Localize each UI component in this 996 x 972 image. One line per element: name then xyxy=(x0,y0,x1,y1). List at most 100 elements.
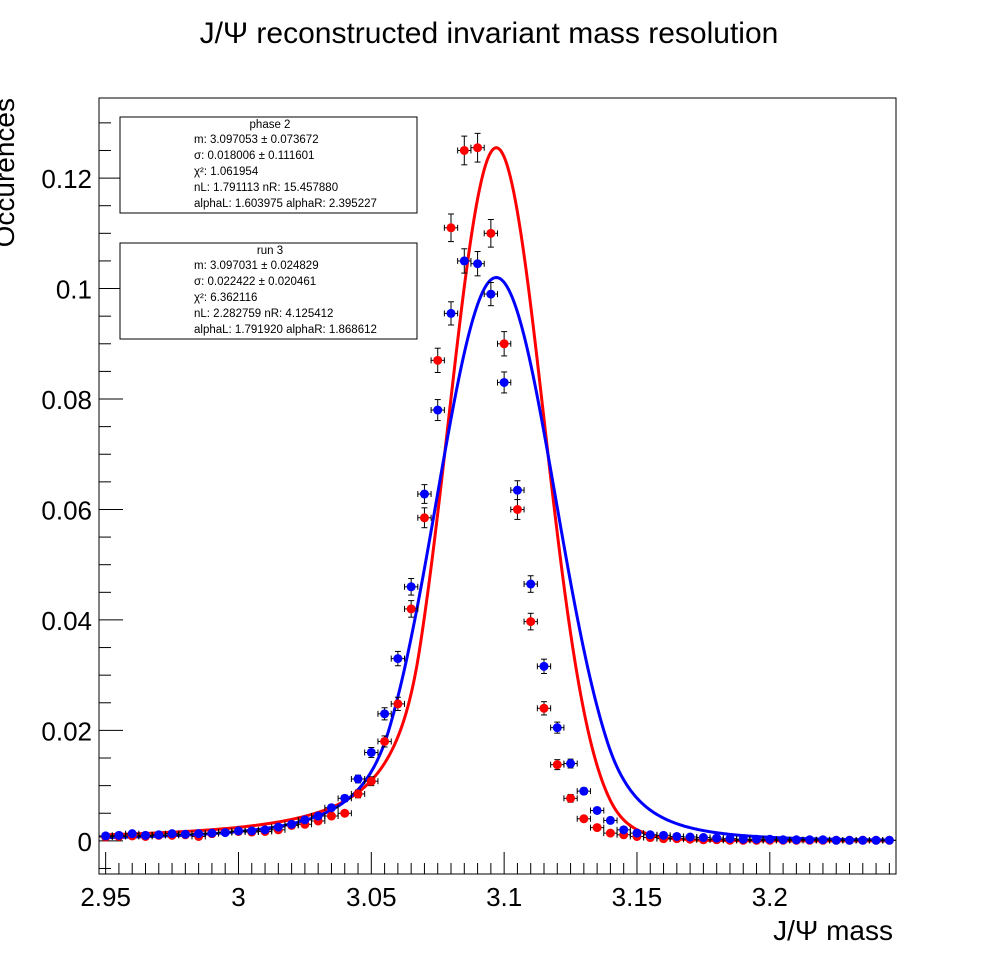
data-marker xyxy=(632,828,642,838)
data-point xyxy=(337,808,352,818)
data-marker xyxy=(300,815,310,825)
data-marker xyxy=(167,829,177,839)
data-marker xyxy=(220,828,230,838)
data-marker xyxy=(566,793,576,803)
stat-box-line: nL: 2.282759 nR: 4.125412 xyxy=(194,308,333,320)
data-point xyxy=(377,735,392,748)
y-tick-label: 0.08 xyxy=(41,385,92,415)
y-tick-label: 0.1 xyxy=(56,275,92,305)
data-marker xyxy=(831,835,841,845)
data-marker xyxy=(406,604,416,614)
data-marker xyxy=(380,709,390,719)
data-point xyxy=(257,825,273,835)
data-point xyxy=(244,826,259,836)
data-marker xyxy=(273,822,283,832)
data-point xyxy=(855,835,870,845)
data-marker xyxy=(433,405,443,415)
data-point xyxy=(749,834,764,844)
data-point xyxy=(390,650,406,667)
data-marker xyxy=(419,489,429,499)
y-tick-label: 0 xyxy=(78,827,92,857)
data-marker xyxy=(592,805,602,815)
data-point xyxy=(364,776,379,787)
data-point xyxy=(271,822,286,832)
data-point xyxy=(868,835,884,845)
stat-box-line: σ: 0.022422 ± 0.020461 xyxy=(194,276,316,288)
data-point xyxy=(576,786,591,796)
y-tick-label: 0.04 xyxy=(41,606,92,636)
data-marker xyxy=(672,831,682,841)
data-marker xyxy=(101,831,111,841)
stat-box-line: m: 3.097053 ± 0.073672 xyxy=(194,134,319,146)
data-point xyxy=(497,371,512,394)
data-marker xyxy=(566,759,576,769)
y-axis-label: Occurences xyxy=(0,98,20,247)
data-point xyxy=(523,612,538,631)
data-point xyxy=(443,213,459,243)
stat-box: phase 2 m: 3.097053 ± 0.073672 σ: 0.018006… xyxy=(119,116,418,214)
data-marker xyxy=(858,835,868,845)
data-marker xyxy=(725,834,735,844)
data-point xyxy=(603,815,618,825)
data-point xyxy=(762,834,777,844)
data-marker xyxy=(645,830,655,840)
data-marker xyxy=(233,826,243,836)
data-marker xyxy=(459,145,469,155)
data-point xyxy=(297,815,313,825)
data-marker xyxy=(247,826,257,836)
data-marker xyxy=(114,830,124,840)
data-point xyxy=(483,281,498,307)
data-marker xyxy=(805,835,815,845)
data-marker xyxy=(526,579,536,589)
data-marker xyxy=(486,228,496,238)
data-point xyxy=(629,828,645,838)
data-marker xyxy=(619,825,629,835)
data-point xyxy=(443,301,459,326)
data-marker xyxy=(353,789,363,799)
data-point xyxy=(417,484,432,504)
data-marker xyxy=(353,774,363,784)
data-point xyxy=(789,835,804,845)
data-marker xyxy=(154,830,164,840)
data-point xyxy=(417,507,432,529)
data-point xyxy=(311,811,326,821)
data-point xyxy=(589,805,605,815)
data-marker xyxy=(180,829,190,839)
data-marker xyxy=(791,835,801,845)
data-point xyxy=(550,759,565,771)
data-marker xyxy=(419,513,429,523)
data-marker xyxy=(778,835,788,845)
data-marker xyxy=(393,654,403,664)
stat-box-line: alphaL: 1.791920 alphaR: 1.868612 xyxy=(194,324,377,336)
data-point xyxy=(842,835,857,845)
data-point xyxy=(111,830,127,840)
data-marker xyxy=(499,377,509,387)
stat-box-frame xyxy=(119,116,418,214)
data-marker xyxy=(486,289,496,299)
data-marker xyxy=(512,485,522,495)
data-point xyxy=(536,701,552,716)
data-marker xyxy=(380,736,390,746)
data-marker xyxy=(446,223,456,233)
stat-box-title: run 3 xyxy=(257,245,283,257)
data-point xyxy=(709,833,724,843)
data-point xyxy=(457,135,472,166)
data-marker xyxy=(605,815,615,825)
stat-box-line: σ: 0.018006 ± 0.111601 xyxy=(194,150,314,162)
x-tick-label: 2.95 xyxy=(80,882,131,912)
data-point xyxy=(829,835,844,845)
data-marker xyxy=(552,760,562,770)
data-point xyxy=(536,658,552,675)
data-point xyxy=(682,832,698,842)
data-point xyxy=(576,814,591,824)
data-point xyxy=(324,811,339,821)
data-marker xyxy=(446,308,456,318)
data-point xyxy=(483,219,498,248)
y-tick-label: 0.12 xyxy=(41,164,92,194)
data-point xyxy=(98,831,113,841)
data-marker xyxy=(592,823,602,833)
data-marker xyxy=(539,661,549,671)
data-marker xyxy=(884,835,894,845)
data-point xyxy=(457,248,472,274)
data-point xyxy=(882,835,897,845)
